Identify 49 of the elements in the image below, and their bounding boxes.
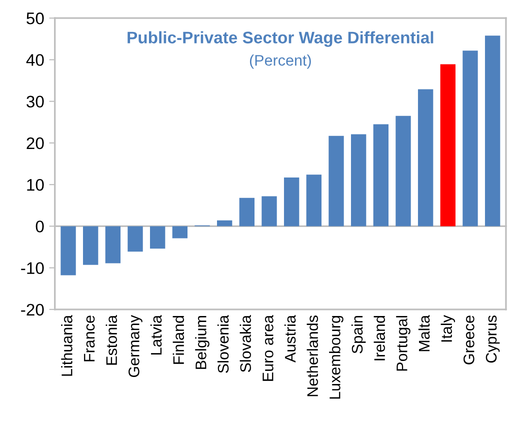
x-tick-label: Ireland: [374, 316, 386, 360]
x-tick-label: Italy: [440, 315, 456, 342]
bar: [128, 226, 143, 252]
x-tick-label: Finland: [172, 316, 184, 364]
text: (Percent): [250, 54, 311, 69]
bar: [262, 196, 277, 226]
x-tick-label: Estonia: [106, 314, 118, 365]
y-tick-label: -20: [21, 304, 44, 316]
x-tick-label: Lithuania: [61, 314, 72, 376]
bar: [83, 226, 98, 265]
bar: [60, 226, 76, 276]
y-tick-label: 10: [27, 178, 44, 191]
y-tick-label: 50: [26, 12, 44, 24]
bar: [373, 124, 388, 226]
x-tick-label: Cyprus: [486, 316, 500, 363]
bar: [418, 89, 434, 226]
x-tick-label: Netherlands: [306, 316, 318, 396]
y-tick-label: 40: [26, 54, 44, 66]
x-tick-label: Austria: [284, 314, 296, 363]
x-tick-label: France: [84, 316, 95, 362]
bar: [216, 220, 232, 226]
x-tick-label: Latvia: [150, 314, 162, 355]
x-tick-label: Greece: [464, 316, 474, 364]
x-tick-label: Slovenia: [217, 314, 229, 373]
x-tick-label: Portugal: [396, 316, 410, 371]
x-tick-label: Luxembourg: [329, 316, 344, 399]
bar: [396, 116, 411, 226]
y-tick-label: -10: [21, 262, 44, 274]
bar: [328, 136, 344, 226]
bar: [150, 226, 166, 249]
x-tick-label: Slovakia: [240, 314, 252, 372]
bar: [462, 50, 478, 226]
bar: [440, 64, 456, 226]
y-tick-label: 20: [26, 137, 44, 150]
bar: [306, 174, 322, 226]
bar: [239, 198, 255, 226]
y-tick-label: 30: [26, 96, 44, 108]
x-tick-label: Germany: [128, 315, 142, 378]
bar: [172, 226, 188, 238]
bar: [284, 178, 300, 226]
bar: [105, 226, 121, 264]
bar: [484, 36, 500, 226]
x-tick-label: Malta: [418, 314, 430, 352]
x-tick-label: Belgium: [195, 316, 210, 369]
bar: [350, 134, 366, 226]
y-tick-label: 0: [36, 220, 44, 232]
x-tick-label: Euro area: [262, 314, 274, 381]
x-tick-label: Spain: [351, 316, 366, 354]
text: Public-Private Sector Wage Differential: [128, 31, 434, 47]
